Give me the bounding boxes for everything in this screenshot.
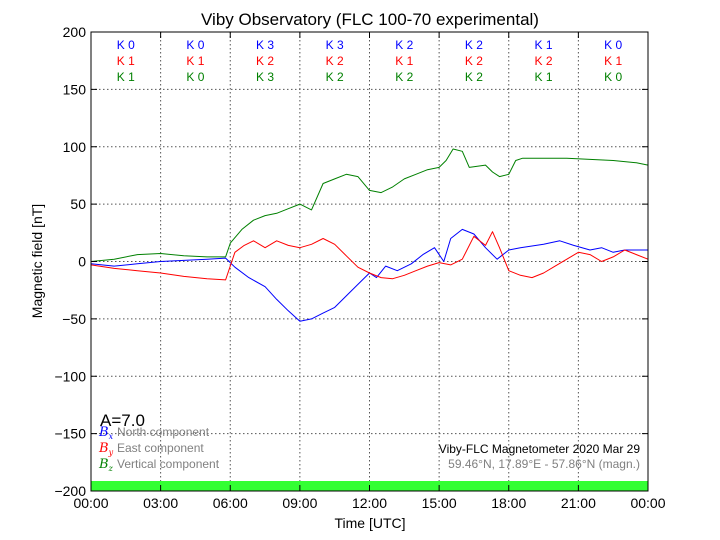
chart-title: Viby Observatory (FLC 100-70 experimenta… [201,10,539,29]
y-tick-label: 200 [63,24,87,40]
y-tick-label: 150 [63,81,87,97]
a-index-label: A=7.0 [100,411,145,430]
x-tick-label: 06:00 [213,495,248,511]
legend-label: East component [117,441,204,455]
legend-label: Vertical component [117,457,220,471]
x-tick-label: 09:00 [282,495,317,511]
x-tick-label: 21:00 [561,495,596,511]
y-tick-label: −100 [54,368,86,384]
k-index-label: K 0 [604,38,622,52]
k-index-label: K 2 [465,54,483,68]
k-index-label: K 2 [465,38,483,52]
y-tick-label: 100 [63,139,87,155]
x-tick-label: 03:00 [143,495,178,511]
y-tick-label: −150 [54,426,86,442]
k-index-label: K 1 [117,70,135,84]
k-index-label: K 1 [186,54,204,68]
k-index-label: K 2 [326,70,344,84]
k-index-label: K 3 [326,38,344,52]
x-tick-label: 15:00 [422,495,457,511]
y-tick-label: 0 [78,254,86,270]
series-lines [90,148,649,322]
x-tick-label: 12:00 [352,495,387,511]
y-tick-label: −50 [62,311,86,327]
k-index-label: K 0 [186,38,204,52]
y-axis-label: Magnetic field [nT] [29,204,45,318]
x-tick-label: 00:00 [73,495,108,511]
k-index-label: K 2 [256,54,274,68]
legend-label: North component [117,425,210,439]
y-tick-label: 50 [70,196,86,212]
series-line [90,231,649,281]
legend-symbol: Bz [98,457,114,473]
k-index-label: K 3 [256,38,274,52]
k-index-labels: K 0 K 0 K 3 K 3 K 2 K 2 K 1 K 0 K 1 K 1 K 2 K 2 K 1 K… [117,38,623,84]
k-index-label: K 0 [117,38,135,52]
x-tick-label: 18:00 [491,495,526,511]
k-index-label: K 2 [535,54,553,68]
y-tick-label: −200 [54,483,86,499]
k-index-label: K 2 [465,70,483,84]
info-line-2: 59.46°N, 17.89°E - 57.86°N (magn.) [448,457,640,471]
k-index-label: K 2 [395,70,413,84]
k-index-label: K 2 [326,54,344,68]
k-index-label: K 1 [395,54,413,68]
x-tick-label: 00:00 [630,495,665,511]
grid-lines [91,32,648,491]
k-index-label: K 2 [395,38,413,52]
k-index-label: K 1 [535,70,553,84]
k-index-label: K 0 [604,70,622,84]
k-index-label: K 1 [535,38,553,52]
legend-symbol: By [98,441,114,457]
axis-ticks: 00:00 03:00 06:00 09:00 12:00 15:00 18:00 21:00… [54,24,665,511]
info-line-1: Viby-FLC Magnetometer 2020 Mar 29 [439,442,641,456]
k-index-label: K 0 [186,70,204,84]
series-line [90,228,648,322]
k-index-label: K 3 [256,70,274,84]
k-index-label: K 1 [117,54,135,68]
x-axis-label: Time [UTC] [334,515,405,531]
k-index-label: K 1 [604,54,622,68]
series-line [90,148,649,262]
